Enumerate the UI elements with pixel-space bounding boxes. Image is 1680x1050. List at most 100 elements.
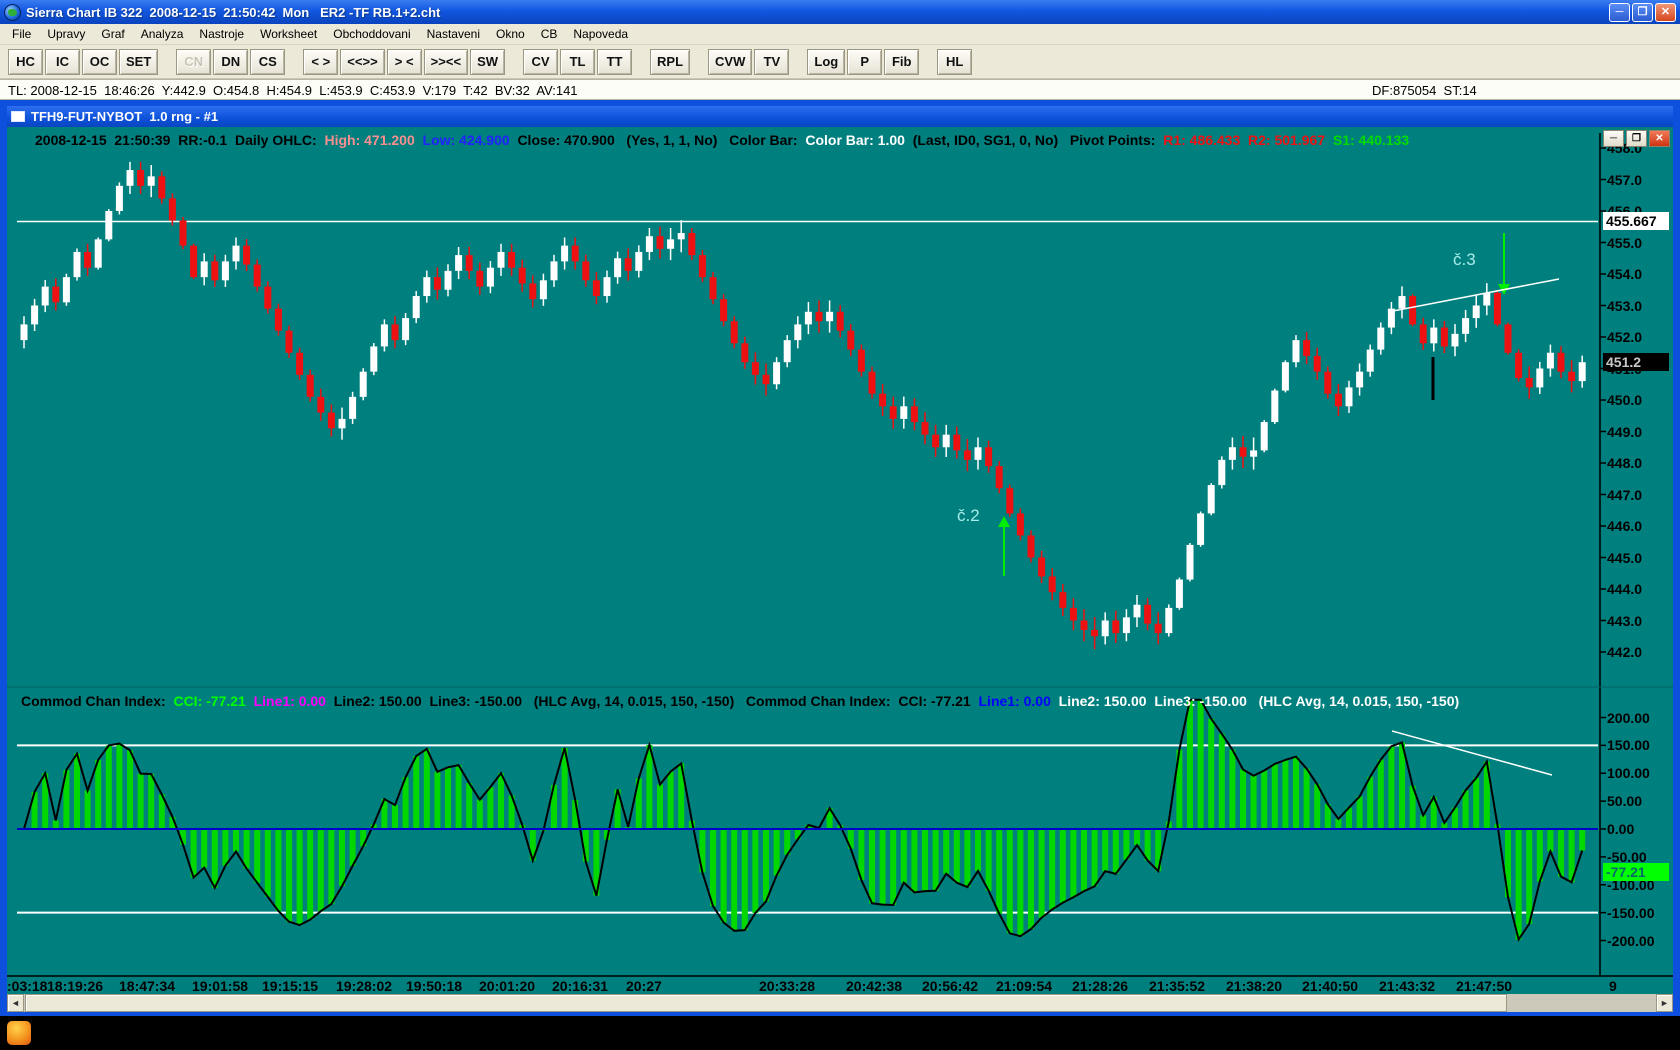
cci-tick: -200.00 bbox=[1607, 932, 1655, 949]
chart-close-button[interactable]: ✕ bbox=[1649, 130, 1670, 147]
candlesticks bbox=[20, 161, 1586, 650]
cci-tick: 0.00 bbox=[1607, 821, 1635, 837]
close-button[interactable]: ✕ bbox=[1655, 2, 1676, 22]
toolbar-button-cn[interactable]: CN bbox=[176, 48, 212, 75]
toolbar-button-cvw[interactable]: CVW bbox=[708, 48, 753, 75]
menu-file[interactable]: File bbox=[12, 27, 32, 41]
toolbar-button-rpl[interactable]: RPL bbox=[650, 48, 691, 75]
menu-worksheet[interactable]: Worksheet bbox=[260, 27, 318, 41]
toolbar-button-ic[interactable]: IC bbox=[45, 48, 80, 75]
price-tick: 453.0 bbox=[1607, 297, 1643, 314]
menu-okno[interactable]: Okno bbox=[496, 27, 525, 41]
toolbar-button-hl[interactable]: HL bbox=[937, 48, 973, 75]
time-tick: 21:43:32 bbox=[1379, 978, 1436, 994]
time-tick: 19:28:02 bbox=[336, 978, 393, 994]
toolbar-button-set[interactable]: SET bbox=[119, 48, 159, 75]
cci-tick: 100.00 bbox=[1607, 765, 1650, 782]
toolbar-button-dn[interactable]: DN bbox=[213, 48, 249, 75]
header-segment: Color Bar: 1.00 bbox=[805, 132, 905, 148]
toolbar-button-cv[interactable]: CV bbox=[523, 48, 559, 75]
header-segment bbox=[1051, 693, 1059, 710]
time-tick: 20:16:31 bbox=[552, 978, 609, 994]
toolbar-button-cs[interactable]: CS bbox=[250, 48, 286, 75]
menu-graf[interactable]: Graf bbox=[101, 27, 125, 41]
status-df-st: DF:875054 ST:14 bbox=[1372, 83, 1477, 98]
header-segment: Line1: 0.00 bbox=[253, 693, 326, 709]
scroll-thumb[interactable] bbox=[25, 994, 1507, 1012]
toolbar-button--[interactable]: <<>> bbox=[340, 48, 385, 75]
toolbar-button-hc[interactable]: HC bbox=[8, 48, 43, 75]
annotation-c2-label: č.2 bbox=[957, 506, 980, 525]
time-tick: 20:27 bbox=[626, 978, 662, 994]
annotations: č.2 č.3 bbox=[957, 233, 1560, 776]
price-tick: 445.0 bbox=[1607, 549, 1643, 566]
toolbar-button-fib[interactable]: Fib bbox=[884, 48, 920, 75]
restore-button[interactable]: ❐ bbox=[1632, 2, 1653, 22]
annotation-c3-label: č.3 bbox=[1453, 250, 1476, 269]
chart-window-title: TFH9-FUT-NYBOT 1.0 rng - #1 bbox=[31, 109, 219, 124]
scroll-right-button[interactable]: ► bbox=[1656, 994, 1673, 1012]
chart-window-title-bar[interactable]: TFH9-FUT-NYBOT 1.0 rng - #1 bbox=[7, 106, 1673, 127]
toolbar-button-log[interactable]: Log bbox=[807, 48, 846, 75]
taskbar-app-icon[interactable] bbox=[7, 1021, 31, 1045]
chart-window-icon bbox=[11, 111, 25, 122]
time-tick: 20:42:38 bbox=[846, 978, 903, 994]
toolbar-button-tt[interactable]: TT bbox=[597, 48, 633, 75]
toolbar-button--[interactable]: >><< bbox=[423, 48, 469, 75]
cci-header-line: Commod Chan Index: CCI: -77.21 Line1: 0.… bbox=[21, 693, 1598, 710]
chart-minimize-button[interactable]: ─ bbox=[1603, 130, 1624, 147]
header-segment: Line1: 0.00 bbox=[978, 693, 1051, 709]
time-tick: 19:01:58 bbox=[192, 978, 249, 994]
last-price-label: 451.2 bbox=[1603, 353, 1669, 372]
time-tick: 18:47:34 bbox=[119, 978, 176, 994]
chart-area[interactable]: č.2 č.3 2008-12-15 21:50:39 RR:-0.1 Daily… bbox=[7, 127, 1673, 994]
time-tick: 21:09:54 bbox=[996, 978, 1053, 994]
scroll-left-button[interactable]: ◄ bbox=[7, 994, 24, 1012]
app-title-bar: Sierra Chart IB 322 2008-12-15 21:50:42 … bbox=[0, 0, 1680, 24]
price-tick: 442.0 bbox=[1607, 644, 1643, 660]
toolbar-button-tl[interactable]: TL bbox=[560, 48, 596, 75]
toolbar-button--[interactable]: > < bbox=[386, 48, 422, 75]
menu-obchoddovani[interactable]: Obchoddovani bbox=[333, 27, 411, 41]
toolbar-button--[interactable]: < > bbox=[303, 48, 339, 75]
cci-tick: -50.00 bbox=[1607, 848, 1647, 865]
price-tick: 448.0 bbox=[1607, 455, 1643, 471]
toolbar-button-oc[interactable]: OC bbox=[82, 48, 117, 75]
menu-upravy[interactable]: Upravy bbox=[47, 27, 86, 41]
toolbar-button-sw[interactable]: SW bbox=[470, 48, 506, 75]
price-tick: 455.0 bbox=[1607, 234, 1643, 251]
header-segment: Close: 470.900 (Yes, 1, 1, No) Color Bar… bbox=[509, 132, 806, 148]
menu-napoveda[interactable]: Napoveda bbox=[573, 27, 629, 41]
app-title: Sierra Chart IB 322 2008-12-15 21:50:42 … bbox=[26, 4, 441, 20]
menu-nastaveni[interactable]: Nastaveni bbox=[426, 27, 480, 41]
menu-cb[interactable]: CB bbox=[540, 27, 558, 41]
chart-restore-button[interactable]: ❐ bbox=[1626, 130, 1647, 147]
header-segment: S1: 440.133 bbox=[1332, 132, 1410, 148]
header-segment: CCI: -77.21 bbox=[173, 693, 246, 709]
menu-nastroje[interactable]: Nastroje bbox=[199, 27, 245, 41]
study-header-line: 2008-12-15 21:50:39 RR:-0.1 Daily OHLC: … bbox=[35, 132, 1595, 149]
header-segment: Line2: 150.00 Line3: -150.00 (HLC Avg, 1… bbox=[1058, 693, 1460, 709]
time-tick: 21:40:50 bbox=[1302, 978, 1359, 994]
toolbar: HC IC OC SET CN DN CS < > <<>> > < >><< SW CV TL TT RPL… bbox=[0, 45, 1680, 79]
chart-window-controls: ─ ❐ ✕ bbox=[1603, 130, 1670, 147]
cci-tick: 150.00 bbox=[1607, 737, 1650, 754]
chart-canvas[interactable]: č.2 č.3 bbox=[7, 127, 1673, 994]
minimize-button[interactable]: ─ bbox=[1609, 2, 1630, 22]
header-segment: Commod Chan Index: bbox=[21, 693, 174, 709]
cci-value-label: -77.21 bbox=[1603, 863, 1669, 882]
toolbar-button-p[interactable]: P bbox=[847, 48, 883, 75]
time-tick: 18:19:26 bbox=[47, 978, 104, 994]
toolbar-button-tv[interactable]: TV bbox=[754, 48, 790, 75]
price-tick: 457.0 bbox=[1607, 171, 1643, 188]
price-tick: 452.0 bbox=[1607, 329, 1643, 345]
header-segment: (Last, ID0, SG1, 0, No) Pivot Points: bbox=[904, 132, 1164, 148]
time-tick: 21:38:20 bbox=[1226, 978, 1283, 994]
menu-analyza[interactable]: Analyza bbox=[140, 27, 184, 41]
price-tick: 454.0 bbox=[1607, 266, 1643, 282]
header-segment: R1: 486.433 R2: 501.967 bbox=[1163, 132, 1326, 148]
time-tick: 20:33:28 bbox=[759, 978, 816, 994]
horizontal-scrollbar[interactable]: ◄ ► bbox=[7, 994, 1673, 1012]
time-tick: 21:28:26 bbox=[1072, 978, 1129, 994]
